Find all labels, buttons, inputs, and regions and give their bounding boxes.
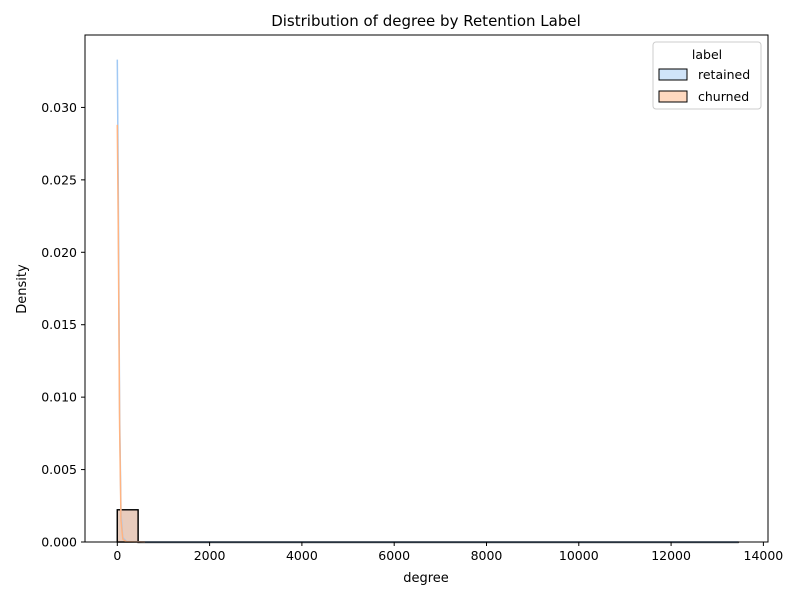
y-tick-label: 0.030 bbox=[41, 100, 77, 115]
legend-swatch-retained bbox=[658, 68, 688, 81]
x-tick-label: 4000 bbox=[286, 548, 318, 563]
y-tick-label: 0.005 bbox=[41, 462, 77, 477]
y-axis-label: Density bbox=[15, 264, 30, 314]
legend-swatch-churned bbox=[658, 90, 688, 103]
y-tick-label: 0.000 bbox=[41, 535, 77, 550]
x-tick-label: 6000 bbox=[378, 548, 410, 563]
x-tick-label: 2000 bbox=[194, 548, 226, 563]
plot-frame bbox=[84, 34, 769, 543]
x-tick-label: 10000 bbox=[559, 548, 599, 563]
y-tick-label: 0.020 bbox=[41, 245, 77, 260]
y-axis-ticks: 0.000 0.005 0.010 0.015 0.020 0.025 0.030 bbox=[41, 100, 85, 550]
chart-title: Distribution of degree by Retention Labe… bbox=[271, 12, 581, 30]
legend-label-retained: retained bbox=[698, 67, 750, 82]
x-axis-ticks: 0 2000 4000 6000 8000 10000 12000 14000 bbox=[113, 542, 783, 563]
x-axis-label: degree bbox=[403, 571, 449, 586]
y-tick-label: 0.015 bbox=[41, 317, 77, 332]
x-tick-label: 0 bbox=[113, 548, 121, 563]
y-tick-label: 0.010 bbox=[41, 390, 77, 405]
legend-label-churned: churned bbox=[698, 89, 749, 104]
x-tick-label: 8000 bbox=[471, 548, 503, 563]
legend-title: label bbox=[692, 47, 722, 62]
x-tick-label: 14000 bbox=[744, 548, 784, 563]
y-tick-label: 0.025 bbox=[41, 172, 77, 187]
legend: label retained churned bbox=[652, 41, 762, 110]
x-tick-label: 12000 bbox=[651, 548, 691, 563]
